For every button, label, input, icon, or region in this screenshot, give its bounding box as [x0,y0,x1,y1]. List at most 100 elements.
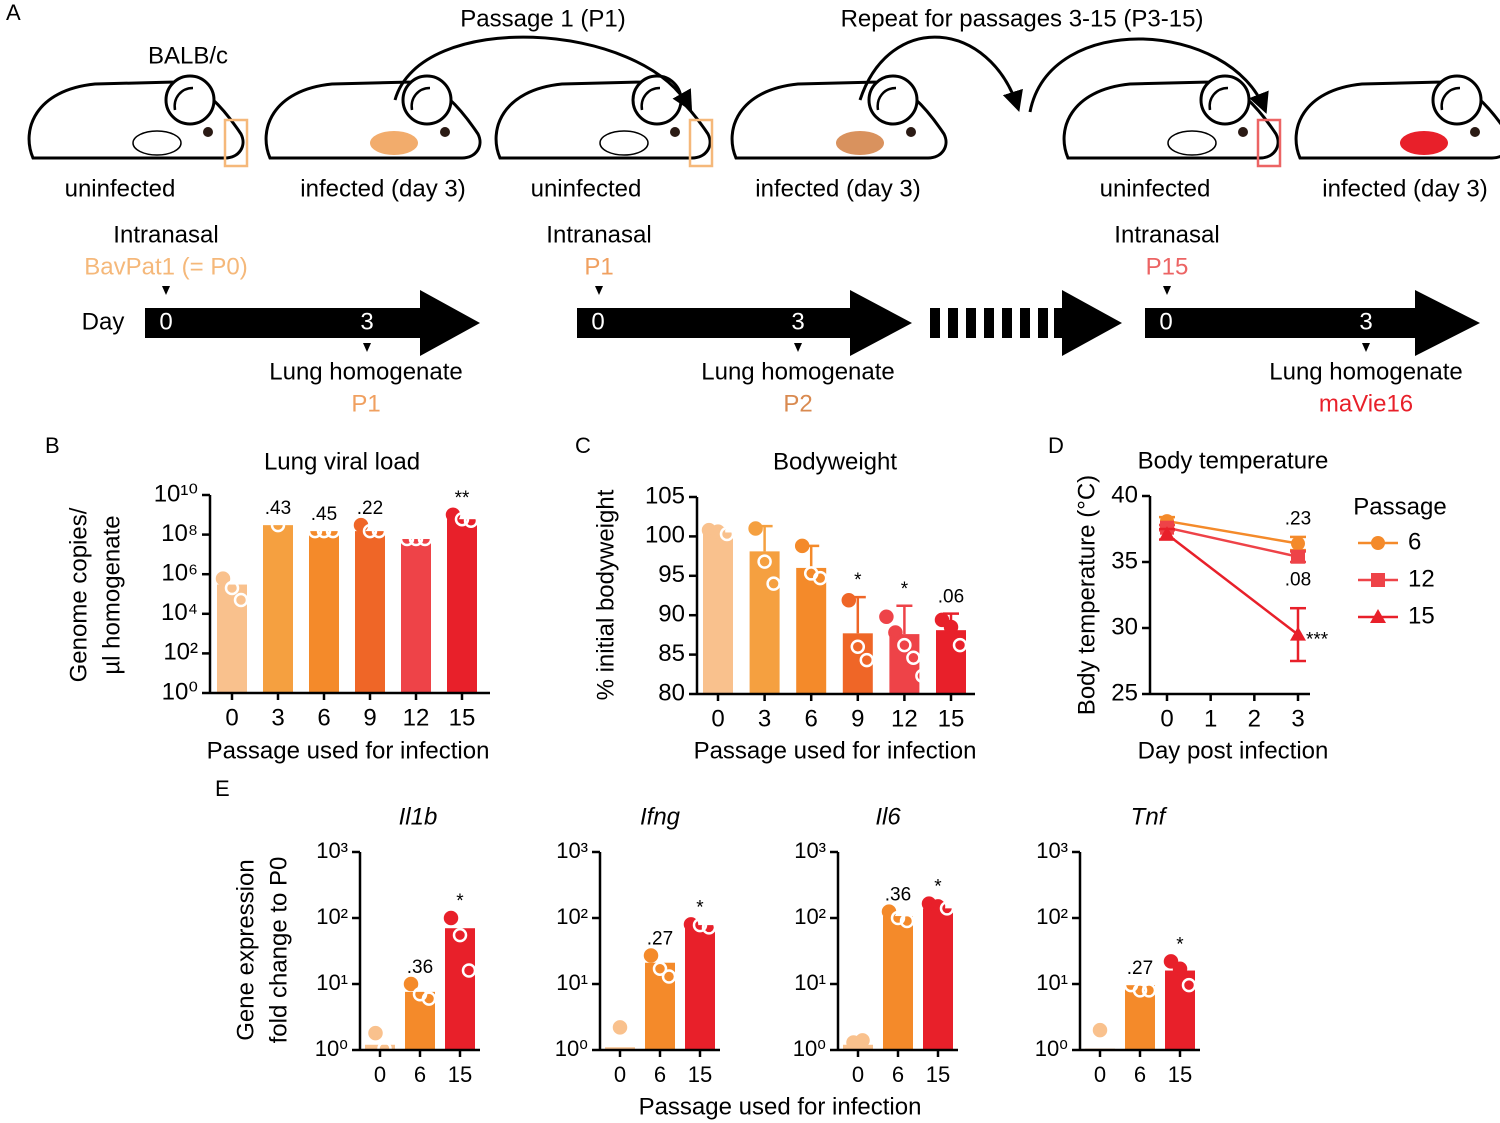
inoculum: BavPat1 (= P0) [84,253,247,280]
data-point [224,580,240,596]
data-point [417,531,433,547]
y-tick-label: 85 [658,640,685,667]
bar [796,567,827,694]
chart-title: Il6 [875,803,901,830]
data-point [1163,954,1179,969]
x-tick-label: 3 [271,704,284,731]
x-tick-label: 0 [1094,1062,1106,1087]
chart-title: Ifng [640,803,681,830]
marker [1291,536,1305,551]
annotation: * [934,877,942,898]
annotation: ** [455,488,470,509]
diagram: A BALB/c Passage 1 (P1) Repeat for passa… [6,0,1500,417]
x-tick-label: 15 [448,1062,472,1087]
lung [1400,131,1448,155]
lung [836,131,884,155]
data-point [748,521,763,536]
y-tick-label: 10³ [556,838,588,863]
bar [703,532,733,694]
data-point [408,531,424,547]
harvest: Lung homogenate [701,358,895,385]
bar [447,519,477,693]
legend-label: 6 [1408,528,1421,555]
data-point [454,511,470,527]
data-point [692,917,708,933]
series-line [1166,519,1299,545]
data-point [766,576,781,591]
annotation: .22 [357,498,383,519]
passage-label: Passage 1 (P1) [460,5,625,32]
annotation: .36 [407,957,433,978]
annotation: .27 [1127,958,1153,979]
mouse-label: uninfected [65,175,176,202]
output: maVie16 [1319,390,1413,417]
annotation: .36 [885,885,911,906]
annotation: .06 [938,587,964,608]
x-tick-label: 0 [225,704,238,731]
y-tick-label: 105 [645,482,685,509]
data-point [934,612,950,628]
data-point [421,991,437,1006]
series-line [1166,526,1299,558]
data-point [1141,983,1157,998]
data-point [399,531,415,547]
route: Intranasal [113,221,218,248]
y-tick-label: 30 [1111,613,1138,640]
inoculum: P1 [584,253,613,280]
x-tick-label: 15 [926,1062,950,1087]
y-tick-label: 10⁰ [315,1036,348,1061]
data-point [403,976,419,992]
mouse-label: uninfected [531,175,642,202]
pointer [1163,286,1171,295]
data-point [888,625,903,640]
y-tick-label: 10⁰ [1035,1036,1068,1061]
data-point [368,1025,383,1041]
bar [883,916,913,1050]
annotation: .43 [265,498,291,519]
pointer [595,286,603,295]
y-tick-label: 10² [794,904,826,929]
panel-label: E [215,776,230,801]
chart-title: Lung viral load [264,448,420,475]
data-point [952,637,968,653]
annotation: .08 [1285,570,1311,591]
data-point [757,554,772,569]
data-point [643,948,659,963]
day-end: 3 [791,308,804,335]
data-point [701,920,717,935]
y-tick-label: 25 [1111,679,1138,706]
data-point [362,523,378,539]
data-point [452,927,468,943]
mouse-label: infected (day 3) [1322,175,1487,202]
legend-label: 15 [1408,602,1435,629]
x-tick-label: 15 [938,705,965,732]
x-tick-label: 12 [403,704,430,731]
data-point [371,523,387,539]
x-tick-label: 6 [414,1062,426,1087]
harvest: Lung homogenate [1269,358,1463,385]
x-tick-label: 0 [374,1062,386,1087]
y-tick-label: 100 [645,522,685,549]
data-point [661,969,677,984]
y-tick-label: 10⁰ [793,1036,826,1061]
x-tick-label: 9 [851,705,864,732]
day-label: Day [82,308,125,335]
x-tick-label: 6 [654,1062,666,1087]
data-point [939,901,955,916]
data-point [890,910,906,926]
x-axis-label: Passage used for infection [207,737,490,764]
x-tick-label: 0 [711,705,724,732]
data-point [443,910,459,926]
bar [401,538,431,693]
data-point [794,538,810,554]
y-axis-label: Body temperature (°C) [1073,475,1100,715]
data-point [377,1041,392,1056]
bar [355,531,385,693]
data-point [270,517,286,533]
bar [749,551,780,694]
data-point [879,609,894,625]
panel-label: D [1048,433,1064,458]
data-point [897,637,912,653]
x-axis-label: Passage used for infection [694,737,977,764]
